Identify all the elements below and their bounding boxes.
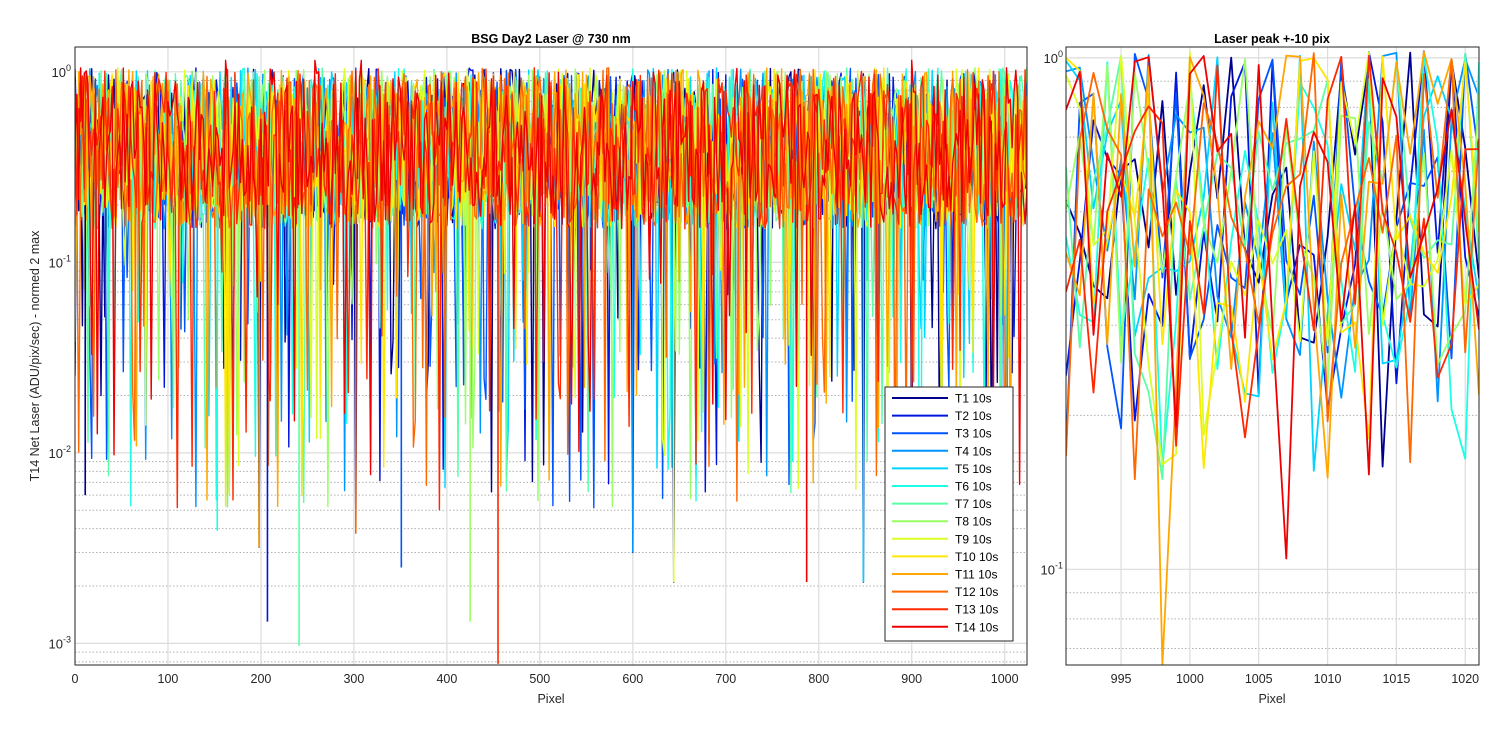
left-y-axis-label: T14 Net Laser (ADU/pix/sec) - normed 2 m… (28, 230, 42, 482)
left-y-tick-label: 10-3 (49, 634, 71, 651)
right-y-tick-label: 10-1 (1041, 560, 1063, 577)
left-chart-title: BSG Day2 Laser @ 730 nm (471, 32, 631, 46)
legend-box (884, 386, 1014, 642)
right-x-tick-label: 1015 (1382, 672, 1410, 686)
legend-entry-label: T4 10s (955, 444, 992, 458)
left-y-tick-label: 10-1 (49, 253, 71, 270)
legend-entry-label: T8 10s (955, 515, 992, 529)
right-series-line-7 (1066, 52, 1479, 480)
legend-entry-label: T9 10s (955, 532, 992, 546)
left-x-tick-label: 1000 (991, 672, 1019, 686)
left-axes-box (74, 46, 1028, 666)
right-series-line-12 (1066, 52, 1479, 481)
left-y-tick-label: 10-2 (49, 444, 71, 461)
left-x-tick-label: 200 (251, 672, 272, 686)
legend-entry-label: T6 10s (955, 480, 992, 494)
legend-entry-label: T10 10s (955, 550, 998, 564)
right-series-line-1 (1066, 51, 1479, 468)
left-x-tick-label: 600 (622, 672, 643, 686)
left-x-tick-label: 500 (529, 672, 550, 686)
right-x-tick-label: 1000 (1176, 672, 1204, 686)
right-series-line-14 (1066, 55, 1479, 560)
right-x-tick-label: 1020 (1451, 672, 1479, 686)
legend-entry-label: T2 10s (955, 409, 992, 423)
right-series-line-10 (1066, 55, 1479, 469)
left-x-tick-label: 100 (158, 672, 179, 686)
left-x-tick-label: 0 (72, 672, 79, 686)
left-x-axis-label: Pixel (537, 692, 564, 706)
right-series-line-11 (1066, 50, 1479, 665)
right-y-tick-label: 100 (1044, 49, 1063, 66)
right-series-line-3 (1066, 53, 1479, 452)
legend-entry-label: T1 10s (955, 392, 992, 406)
left-series-lines (75, 59, 1027, 664)
right-x-axis-label: Pixel (1258, 692, 1285, 706)
right-series-lines (1066, 50, 1479, 665)
right-axes-box (1065, 46, 1480, 666)
right-x-tick-label: 1010 (1314, 672, 1342, 686)
left-x-tick-label: 900 (901, 672, 922, 686)
right-series-line-9 (1066, 51, 1479, 466)
legend-entry-label: T3 10s (955, 427, 992, 441)
left-y-tick-label: 100 (52, 63, 71, 80)
right-x-tick-label: 1005 (1245, 672, 1273, 686)
legend-entry-label: T7 10s (955, 497, 992, 511)
right-series-line-13 (1066, 54, 1479, 447)
legend: T1 10s T2 10s T3 10s T4 10s T5 10s T6 10s T7 1… (884, 386, 1014, 642)
right-chart-title: Laser peak +-10 pix (1214, 32, 1330, 46)
left-x-tick-label: 300 (343, 672, 364, 686)
left-x-tick-label: 700 (715, 672, 736, 686)
right-series-line-6 (1066, 55, 1479, 468)
legend-entry-label: T12 10s (955, 585, 998, 599)
right-axes: 10-1 100 995 1000 1005 1010 1015 1020 Laser pea… (1041, 32, 1480, 706)
right-x-tick-label: 995 (1111, 672, 1132, 686)
legend-entry-label: T14 10s (955, 620, 998, 634)
legend-entry-label: T5 10s (955, 462, 992, 476)
left-series-line-14 (75, 59, 1027, 486)
legend-entry-label: T11 10s (955, 568, 997, 582)
legend-entry-label: T13 10s (955, 603, 998, 617)
left-x-tick-label: 400 (436, 672, 457, 686)
left-x-tick-label: 800 (808, 672, 829, 686)
left-series-line-13 (75, 67, 1027, 511)
